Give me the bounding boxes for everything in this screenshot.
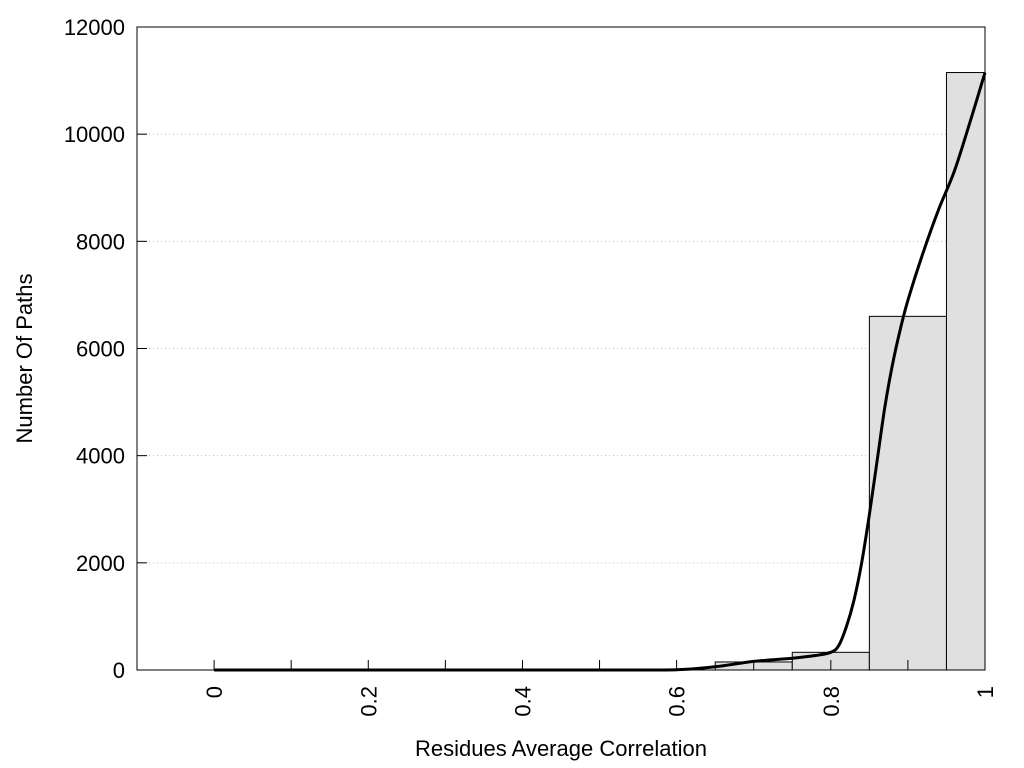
x-tick-label: 0 [202,686,227,698]
x-tick-label: 0.8 [819,686,844,717]
y-tick-label: 12000 [64,15,125,40]
y-tick-label: 4000 [76,444,125,469]
x-tick-label: 0.2 [356,686,381,717]
y-tick-label: 10000 [64,122,125,147]
y-axis: 0 2000 4000 6000 8000 10000 12000 [64,15,147,683]
bars [714,72,986,671]
y-tick-label: 8000 [76,229,125,254]
x-tick-label: 0.4 [510,686,535,717]
x-axis-title: Residues Average Correlation [415,736,707,761]
x-axis: 0 0.2 0.4 0.6 0.8 1 [202,660,998,717]
y-tick-label: 2000 [76,551,125,576]
histogram-bar [868,315,947,671]
x-tick-label: 0.6 [665,686,690,717]
y-tick-label: 6000 [76,337,125,362]
histogram-bar [945,72,986,671]
y-tick-label: 0 [113,658,125,683]
grid [137,133,985,564]
y-axis-title: Number Of Paths [12,274,37,444]
x-tick-label: 1 [973,686,998,698]
